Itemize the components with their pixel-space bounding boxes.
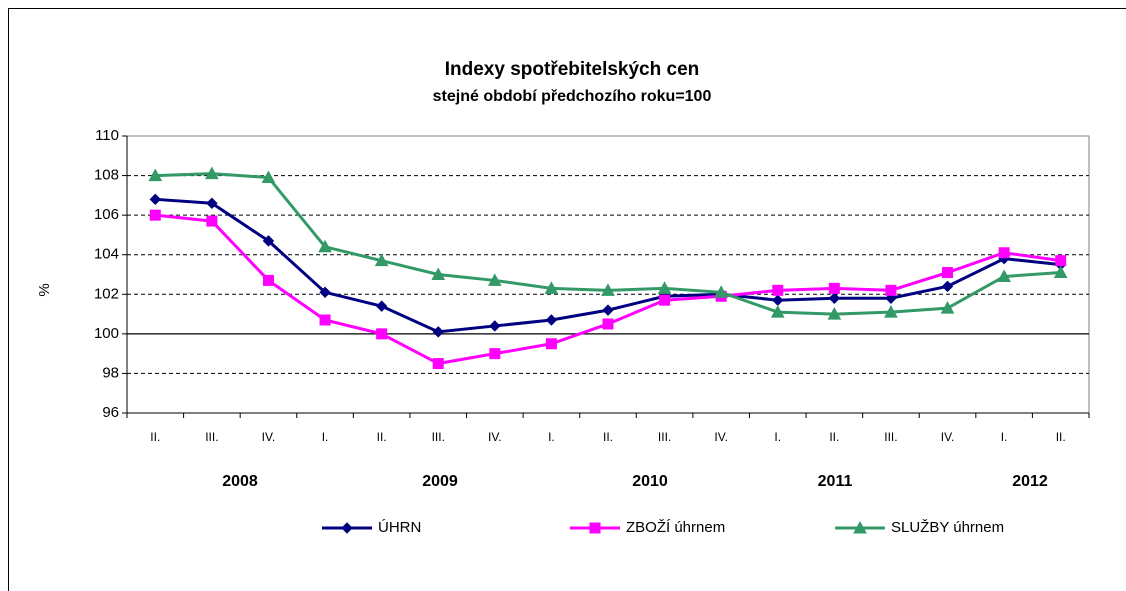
marker	[714, 285, 729, 298]
chart-title: Indexy spotřebitelských cen	[445, 59, 700, 80]
marker	[602, 304, 614, 316]
legend-label: ZBOŽÍ úhrnem	[626, 519, 725, 536]
marker	[940, 301, 955, 314]
marker	[432, 326, 444, 338]
y-tick-label: 104	[94, 246, 119, 263]
y-tick-label: 102	[94, 285, 119, 302]
marker	[489, 320, 501, 332]
x-tick-label: II.	[150, 430, 160, 444]
marker	[589, 522, 601, 534]
y-tick-label: 98	[102, 364, 119, 381]
marker	[376, 328, 388, 340]
marker	[885, 284, 897, 296]
marker	[206, 215, 218, 227]
marker	[148, 168, 163, 182]
marker	[602, 318, 614, 330]
year-label: 2012	[1012, 473, 1048, 490]
year-label: 2008	[222, 473, 258, 490]
marker	[601, 283, 615, 296]
marker	[544, 281, 559, 294]
x-tick-label: III.	[658, 430, 671, 444]
y-axis-label: %	[36, 283, 53, 296]
marker	[262, 235, 275, 247]
marker	[545, 314, 558, 326]
x-tick-label: II.	[1056, 430, 1066, 444]
marker	[489, 348, 501, 360]
y-tick-label: 110	[95, 127, 119, 144]
marker	[374, 253, 389, 267]
x-tick-label: III.	[205, 430, 218, 444]
x-tick-label: IV.	[262, 430, 276, 444]
marker	[262, 274, 274, 286]
marker	[1053, 265, 1068, 279]
marker	[318, 239, 332, 253]
marker	[853, 520, 867, 534]
year-label: 2009	[422, 473, 458, 490]
marker	[997, 269, 1011, 282]
x-tick-label: I.	[1001, 430, 1008, 444]
marker	[659, 294, 671, 306]
legend-label: SLUŽBY úhrnem	[891, 519, 1004, 536]
x-tick-label: III.	[884, 430, 897, 444]
x-tick-label: III.	[432, 430, 445, 444]
x-tick-label: II.	[377, 430, 387, 444]
y-tick-label: 108	[94, 167, 119, 184]
marker	[828, 292, 841, 304]
marker	[1055, 255, 1067, 267]
marker	[827, 307, 842, 320]
marker	[545, 338, 557, 350]
marker	[828, 282, 840, 294]
marker	[319, 314, 331, 326]
x-tick-label: IV.	[488, 430, 502, 444]
legend-label: ÚHRN	[378, 519, 421, 536]
marker	[341, 522, 353, 534]
marker	[432, 358, 444, 370]
x-tick-label: IV.	[941, 430, 955, 444]
marker	[487, 273, 502, 286]
marker	[149, 193, 162, 206]
marker	[205, 166, 219, 180]
marker	[206, 197, 218, 209]
marker	[431, 267, 446, 280]
marker	[319, 286, 331, 299]
marker	[149, 209, 161, 221]
marker	[770, 305, 785, 318]
marker	[998, 247, 1010, 259]
year-label: 2011	[818, 473, 853, 490]
x-tick-label: I.	[322, 430, 329, 444]
y-tick-label: 96	[102, 404, 119, 421]
x-tick-label: I.	[548, 430, 555, 444]
marker	[375, 300, 388, 312]
marker	[884, 305, 898, 318]
marker	[772, 284, 784, 296]
x-tick-label: I.	[774, 430, 781, 444]
y-tick-label: 100	[94, 325, 119, 342]
y-tick-label: 106	[94, 206, 119, 223]
year-label: 2010	[632, 473, 668, 490]
marker	[261, 170, 276, 184]
marker	[657, 281, 672, 294]
chart-subtitle: stejné období předchozího roku=100	[433, 88, 712, 105]
marker	[941, 280, 954, 293]
x-tick-label: II.	[829, 430, 839, 444]
x-tick-label: II.	[603, 430, 613, 444]
plot-area	[126, 135, 1090, 414]
marker	[942, 267, 954, 279]
x-tick-label: IV.	[714, 430, 728, 444]
